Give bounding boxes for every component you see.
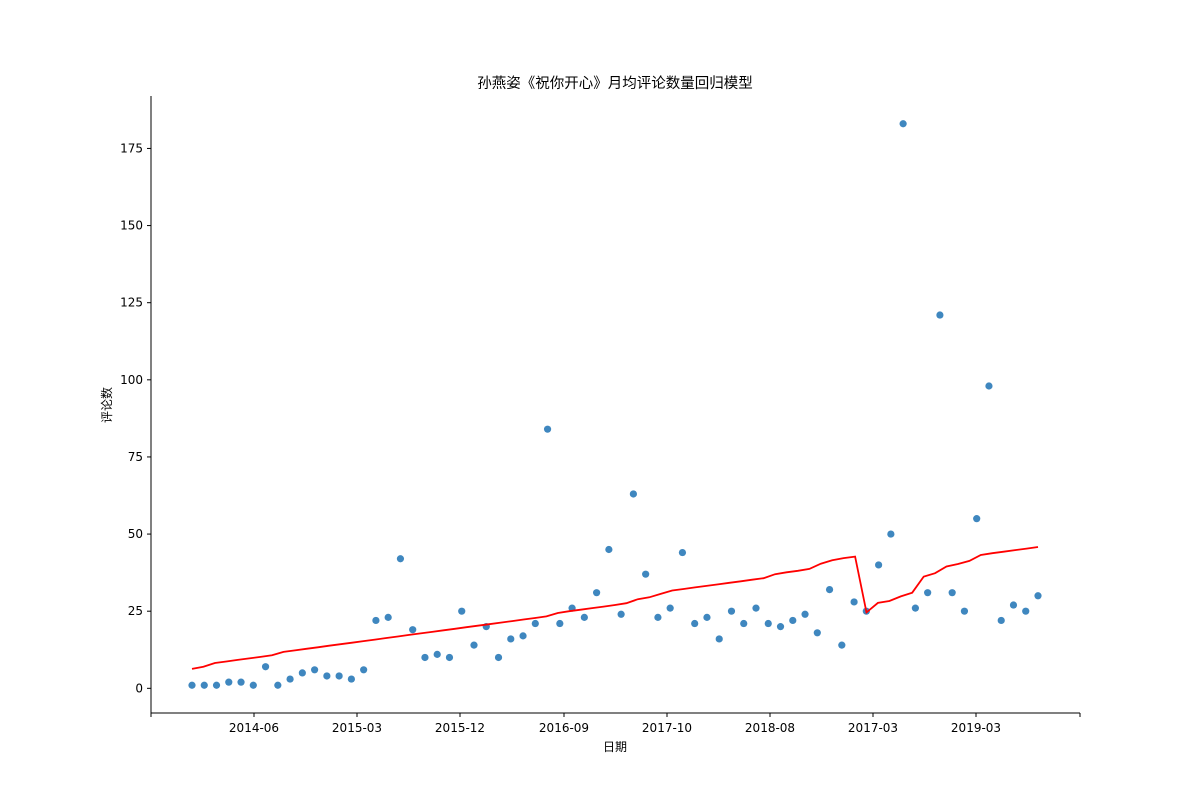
y-tick-label: 100: [120, 373, 143, 387]
scatter-points: [188, 120, 1042, 689]
data-point: [715, 635, 723, 643]
y-tick-label: 25: [128, 604, 143, 618]
data-point: [531, 619, 539, 628]
axes: [150, 96, 1080, 714]
regression-line: [191, 546, 1039, 670]
data-point: [470, 641, 478, 649]
data-point: [727, 607, 736, 615]
data-point: [445, 653, 454, 662]
data-point: [225, 678, 233, 686]
data-point: [298, 669, 306, 677]
data-point: [985, 382, 993, 390]
data-point: [703, 613, 711, 621]
data-point: [801, 610, 809, 618]
data-point: [519, 632, 527, 640]
data-point: [188, 681, 196, 689]
data-point: [507, 635, 515, 643]
data-point: [911, 604, 919, 612]
data-point: [776, 623, 785, 631]
data-point: [200, 681, 208, 689]
y-tick-label: 50: [128, 527, 143, 541]
x-tick-label: 2015-12: [435, 721, 485, 735]
y-tick-label: 150: [120, 219, 143, 233]
y-tick-label: 175: [120, 141, 143, 155]
data-point: [543, 425, 552, 433]
data-point: [458, 607, 466, 615]
x-tick-label: 2014-06: [229, 721, 279, 735]
data-point: [1009, 601, 1018, 609]
data-point: [409, 626, 417, 634]
data-point: [752, 604, 760, 612]
data-point: [654, 613, 662, 621]
x-tick-label: 2017-03: [848, 721, 898, 735]
data-point: [764, 619, 772, 628]
data-point: [421, 653, 429, 662]
data-point: [899, 120, 907, 128]
data-point: [642, 570, 650, 578]
data-point: [838, 641, 846, 649]
data-point: [789, 616, 797, 625]
data-point: [286, 675, 294, 683]
data-point: [1034, 592, 1042, 600]
data-point: [335, 672, 343, 680]
data-point: [813, 629, 821, 637]
data-point: [360, 666, 368, 674]
regression-line-path: [191, 546, 1039, 670]
data-point: [960, 607, 969, 615]
data-point: [212, 681, 221, 689]
data-point: [997, 616, 1005, 625]
data-point: [593, 589, 601, 597]
data-point: [691, 619, 699, 628]
data-point: [311, 666, 319, 674]
data-point: [261, 663, 270, 671]
data-point: [580, 613, 588, 621]
data-point: [372, 616, 380, 625]
data-point: [556, 619, 564, 628]
data-point: [850, 598, 858, 606]
data-point: [249, 681, 257, 689]
data-point: [973, 515, 981, 523]
chart-title: 孙燕姿《祝你开心》月均评论数量回归模型: [477, 75, 753, 92]
y-tick-label: 75: [128, 450, 143, 464]
data-point: [875, 561, 883, 569]
data-point: [887, 530, 895, 538]
x-tick-label: 2019-03: [951, 721, 1001, 735]
x-axis-ticks: 2014-06 2015-03 2015-12 2016-09 2017-10 2018-…: [150, 713, 1081, 735]
data-point: [237, 678, 245, 686]
data-point: [666, 604, 674, 612]
data-point: [678, 548, 687, 557]
y-tick-label: 125: [120, 296, 143, 310]
data-point: [494, 653, 503, 662]
data-point: [323, 672, 331, 680]
data-point: [347, 675, 355, 683]
data-point: [433, 650, 441, 658]
x-tick-label: 2017-10: [642, 721, 692, 735]
x-tick-label: 2018-08: [745, 721, 795, 735]
data-point: [740, 619, 748, 628]
data-point: [396, 555, 405, 563]
x-axis-label: 日期: [603, 740, 627, 754]
x-tick-label: 2016-09: [539, 721, 589, 735]
data-point: [1022, 607, 1030, 615]
data-point: [617, 610, 625, 618]
data-point: [629, 490, 637, 498]
data-point: [825, 586, 834, 594]
y-axis-ticks: 0 25 50 75 100 125 150 175: [120, 141, 151, 695]
x-tick-label: 2015-03: [332, 721, 382, 735]
data-point: [936, 311, 944, 319]
y-tick-label: 0: [135, 681, 143, 695]
data-point: [605, 545, 613, 554]
data-point: [384, 613, 392, 621]
data-point: [924, 589, 932, 597]
data-point: [274, 681, 282, 689]
data-point: [948, 589, 956, 597]
y-axis-label: 评论数: [99, 387, 114, 423]
